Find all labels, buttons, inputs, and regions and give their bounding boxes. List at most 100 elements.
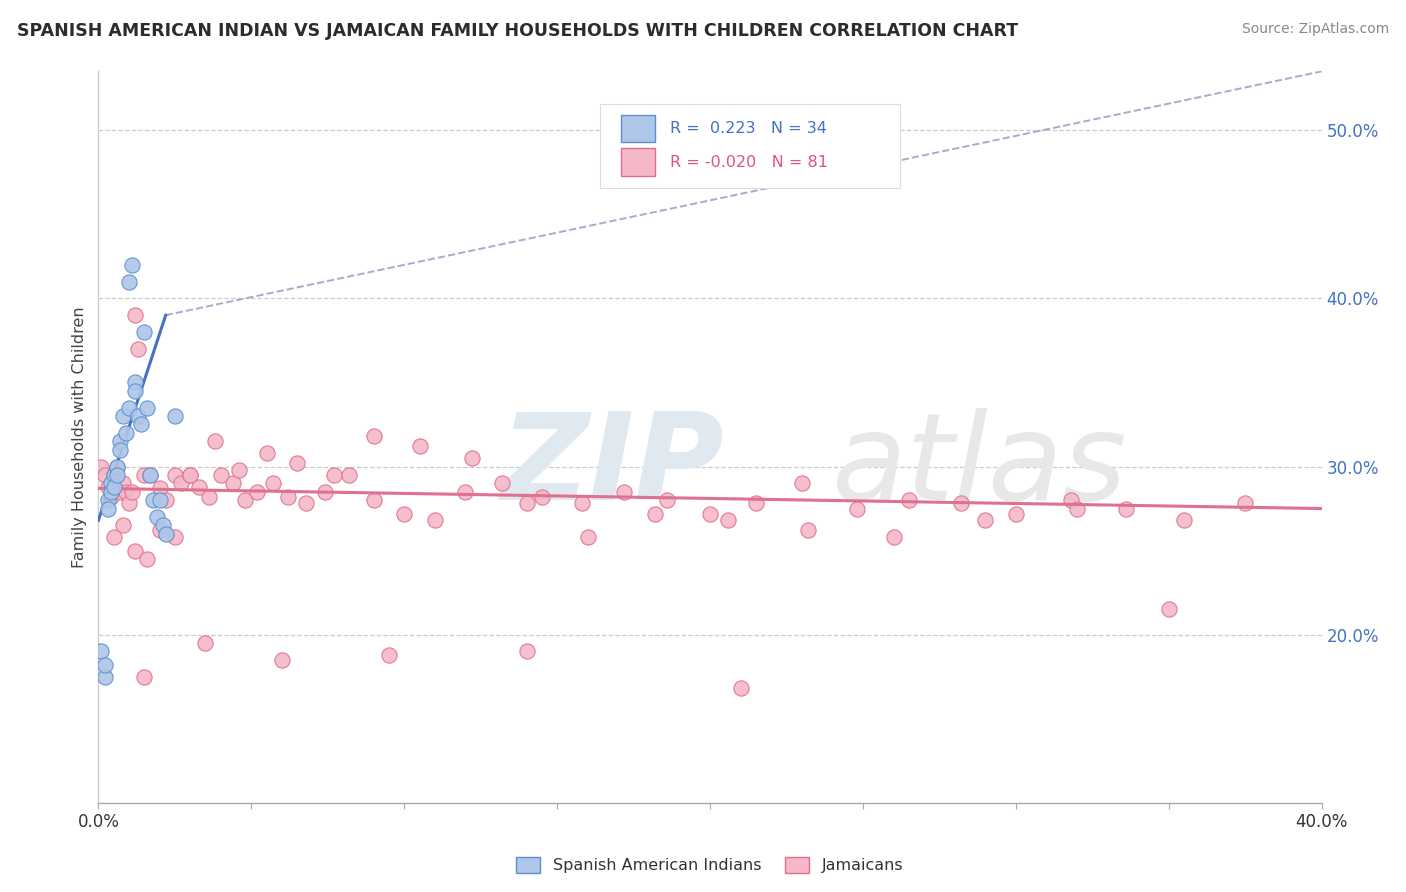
Point bbox=[188, 480, 211, 494]
Point bbox=[149, 524, 172, 538]
Legend: Spanish American Indians, Jamaicans: Spanish American Indians, Jamaicans bbox=[510, 850, 910, 880]
Point bbox=[883, 530, 905, 544]
Point bbox=[209, 467, 232, 482]
Point bbox=[155, 493, 177, 508]
Text: SPANISH AMERICAN INDIAN VS JAMAICAN FAMILY HOUSEHOLDS WITH CHILDREN CORRELATION : SPANISH AMERICAN INDIAN VS JAMAICAN FAMI… bbox=[17, 22, 1018, 40]
Point bbox=[97, 493, 120, 508]
Point bbox=[1066, 501, 1088, 516]
FancyBboxPatch shape bbox=[620, 114, 655, 143]
Point bbox=[115, 484, 138, 499]
Point bbox=[105, 459, 128, 474]
Point bbox=[100, 484, 122, 499]
Point bbox=[222, 476, 245, 491]
Point bbox=[103, 467, 125, 482]
Text: atlas: atlas bbox=[832, 408, 1128, 524]
Point bbox=[115, 425, 138, 440]
Point bbox=[1060, 493, 1083, 508]
Point bbox=[108, 442, 131, 457]
Point bbox=[516, 644, 538, 658]
Point bbox=[408, 439, 430, 453]
Point bbox=[392, 507, 416, 521]
Point bbox=[124, 308, 146, 322]
Point bbox=[127, 342, 149, 356]
Point bbox=[124, 543, 146, 558]
Point bbox=[134, 325, 156, 339]
Point bbox=[314, 484, 336, 499]
Point bbox=[1115, 501, 1137, 516]
Point bbox=[105, 459, 128, 474]
Point bbox=[949, 496, 972, 510]
Point bbox=[97, 847, 120, 861]
Point bbox=[197, 490, 219, 504]
Point bbox=[285, 456, 308, 470]
Point bbox=[152, 518, 174, 533]
Point bbox=[1173, 513, 1195, 527]
Point bbox=[136, 401, 159, 415]
Point bbox=[90, 863, 112, 877]
Point bbox=[270, 653, 292, 667]
Point bbox=[136, 552, 159, 566]
Point bbox=[139, 467, 162, 482]
Point bbox=[170, 476, 193, 491]
Point bbox=[134, 670, 156, 684]
Point bbox=[699, 507, 721, 521]
Point bbox=[145, 510, 167, 524]
Point bbox=[613, 484, 636, 499]
Point bbox=[105, 467, 128, 482]
Point bbox=[111, 476, 134, 491]
Point bbox=[233, 493, 256, 508]
Point bbox=[129, 417, 152, 432]
Point bbox=[100, 476, 122, 491]
Point bbox=[118, 401, 141, 415]
Y-axis label: Family Households with Children: Family Households with Children bbox=[72, 306, 87, 568]
Point bbox=[100, 490, 122, 504]
Point bbox=[118, 275, 141, 289]
Point bbox=[149, 481, 172, 495]
Point bbox=[124, 384, 146, 398]
Point bbox=[93, 855, 115, 869]
Text: R =  0.223   N = 34: R = 0.223 N = 34 bbox=[669, 121, 827, 136]
Point bbox=[256, 446, 278, 460]
FancyBboxPatch shape bbox=[620, 148, 655, 176]
Point bbox=[1004, 507, 1026, 521]
Point bbox=[118, 496, 141, 510]
Point bbox=[322, 467, 344, 482]
Point bbox=[516, 496, 538, 510]
Point bbox=[460, 451, 482, 466]
Point bbox=[139, 467, 162, 482]
Point bbox=[745, 496, 768, 510]
Point bbox=[163, 409, 186, 423]
Point bbox=[228, 463, 250, 477]
Point bbox=[845, 501, 868, 516]
Point bbox=[974, 513, 997, 527]
Point bbox=[97, 480, 120, 494]
Point bbox=[644, 507, 666, 521]
Point bbox=[657, 493, 679, 508]
Point bbox=[1157, 602, 1180, 616]
Point bbox=[111, 518, 134, 533]
Point bbox=[363, 429, 385, 443]
Point bbox=[163, 530, 186, 544]
Text: R = -0.020   N = 81: R = -0.020 N = 81 bbox=[669, 154, 828, 169]
Point bbox=[149, 493, 172, 508]
Point bbox=[97, 501, 120, 516]
Point bbox=[121, 258, 143, 272]
Point bbox=[730, 681, 752, 696]
Point bbox=[93, 670, 115, 684]
Point bbox=[103, 530, 125, 544]
Point bbox=[262, 476, 284, 491]
Point bbox=[454, 484, 477, 499]
Point bbox=[1234, 496, 1257, 510]
Point bbox=[246, 484, 269, 499]
Point bbox=[142, 493, 165, 508]
Point bbox=[134, 467, 156, 482]
Point bbox=[108, 484, 131, 499]
FancyBboxPatch shape bbox=[600, 104, 900, 188]
Point bbox=[108, 434, 131, 449]
Point bbox=[155, 526, 177, 541]
Point bbox=[111, 409, 134, 423]
Point bbox=[121, 484, 143, 499]
Point bbox=[337, 467, 360, 482]
Point bbox=[571, 496, 593, 510]
Point bbox=[90, 644, 112, 658]
